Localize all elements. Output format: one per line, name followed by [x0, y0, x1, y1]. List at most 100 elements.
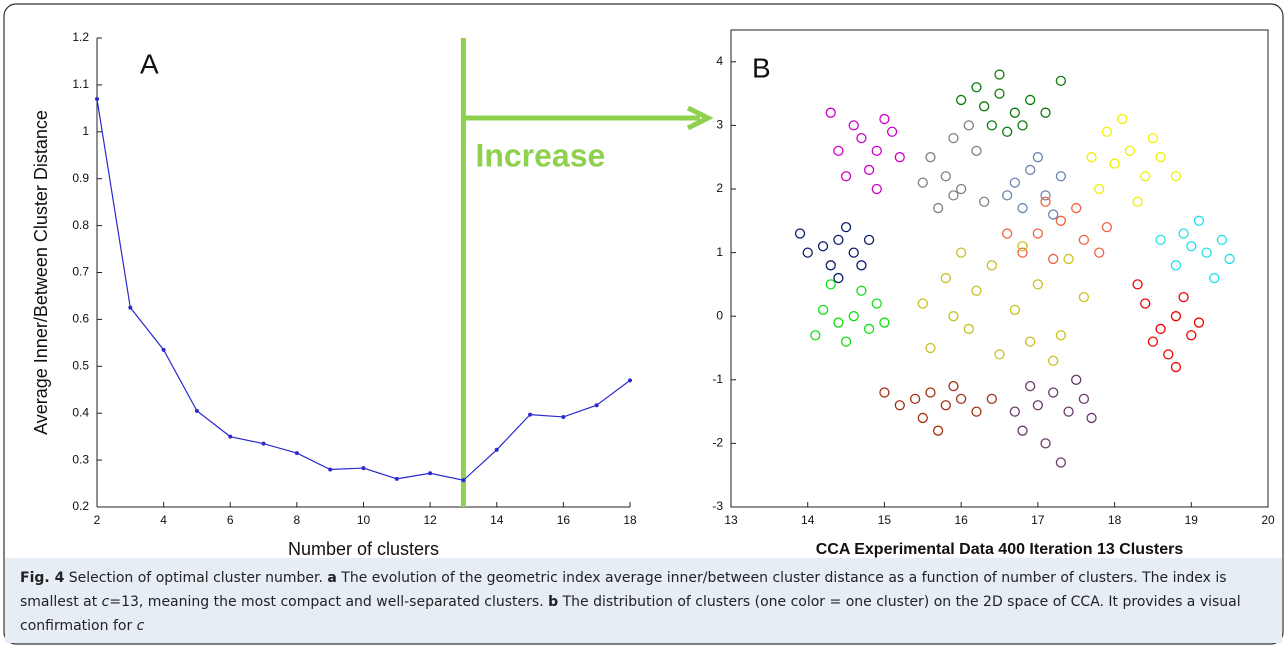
- point: [1009, 177, 1020, 188]
- point: [1017, 425, 1028, 436]
- x-tick-label: 17: [1031, 513, 1045, 527]
- point: [1078, 393, 1090, 405]
- caption-band: [5, 558, 1282, 643]
- point: [840, 171, 852, 182]
- point: [955, 393, 967, 405]
- point: [1170, 171, 1182, 182]
- point: [1147, 336, 1159, 347]
- point: [971, 82, 982, 93]
- point: [817, 241, 829, 252]
- point: [840, 222, 852, 233]
- y-tick-label: 0: [716, 308, 723, 322]
- point: [394, 476, 399, 481]
- point: [986, 260, 997, 271]
- point: [833, 317, 844, 328]
- point: [1170, 361, 1182, 373]
- y-tick-label: 0.7: [72, 265, 89, 279]
- x-tick-label: 4: [160, 513, 167, 527]
- y-tick-label: 0.8: [72, 218, 89, 232]
- point: [1140, 298, 1151, 309]
- y-tick-label: -3: [712, 499, 723, 513]
- point: [1017, 247, 1028, 258]
- point: [925, 387, 936, 398]
- point: [1147, 132, 1159, 144]
- point: [1216, 234, 1228, 246]
- point: [1025, 94, 1036, 106]
- point: [1002, 190, 1013, 201]
- point: [1063, 253, 1074, 265]
- point: [940, 171, 951, 182]
- point: [1055, 330, 1067, 341]
- point: [494, 447, 499, 452]
- point: [128, 305, 133, 310]
- point: [1124, 145, 1136, 156]
- point: [833, 234, 844, 246]
- point: [948, 381, 959, 392]
- point: [825, 279, 836, 290]
- point: [1040, 190, 1051, 201]
- point: [328, 467, 333, 472]
- point: [1055, 457, 1067, 468]
- y-tick-label: 2: [716, 181, 723, 195]
- point: [1032, 279, 1044, 290]
- point: [1078, 291, 1090, 303]
- point: [848, 311, 859, 322]
- point: [1071, 374, 1082, 385]
- panel-label: B: [752, 52, 771, 83]
- point: [1163, 349, 1174, 360]
- point: [1025, 164, 1036, 176]
- point: [1117, 113, 1128, 125]
- point: [1009, 406, 1020, 417]
- point: [932, 202, 944, 214]
- x-tick-label: 14: [490, 513, 504, 527]
- point: [856, 260, 867, 271]
- point: [856, 132, 867, 144]
- point: [971, 285, 982, 296]
- point: [1101, 126, 1113, 137]
- y-tick-label: 1.1: [72, 77, 89, 91]
- y-tick-label: 1.2: [72, 30, 89, 44]
- point: [1032, 400, 1044, 411]
- caption-run: The distribution of clusters (one color …: [20, 594, 1246, 634]
- caption-run: The evolution of the geometric index ave…: [20, 570, 1231, 610]
- point: [1025, 336, 1036, 347]
- point: [1063, 406, 1074, 417]
- point: [194, 408, 199, 413]
- x-axis-label: Number of clusters: [288, 539, 439, 559]
- arrow-head: [686, 105, 714, 131]
- point: [1193, 215, 1205, 226]
- caption-run: Fig. 4: [20, 570, 65, 586]
- x-tick-label: 13: [724, 513, 738, 527]
- x-tick-label: 6: [227, 513, 234, 527]
- point: [361, 466, 366, 471]
- point: [228, 434, 233, 439]
- point: [1094, 183, 1105, 195]
- point: [917, 412, 928, 424]
- point: [628, 378, 632, 383]
- point: [871, 183, 882, 195]
- caption: Fig. 4 Selection of optimal cluster numb…: [20, 566, 1270, 638]
- point: [1002, 126, 1013, 137]
- point: [1040, 438, 1051, 449]
- point: [1178, 228, 1189, 239]
- point: [1048, 355, 1059, 366]
- point: [1086, 152, 1097, 163]
- y-tick-label: -2: [712, 436, 723, 450]
- point: [848, 120, 859, 131]
- caption-run: b: [548, 594, 559, 610]
- point: [848, 247, 859, 258]
- point: [1055, 171, 1067, 182]
- point: [802, 247, 813, 258]
- point: [428, 471, 433, 476]
- point: [971, 145, 982, 156]
- point: [161, 347, 166, 352]
- point: [979, 101, 990, 112]
- point: [1009, 304, 1020, 315]
- point: [963, 120, 974, 131]
- point: [1032, 228, 1044, 239]
- point: [986, 393, 997, 405]
- point: [932, 425, 944, 436]
- y-tick-label: 3: [716, 118, 723, 132]
- point: [1048, 209, 1059, 220]
